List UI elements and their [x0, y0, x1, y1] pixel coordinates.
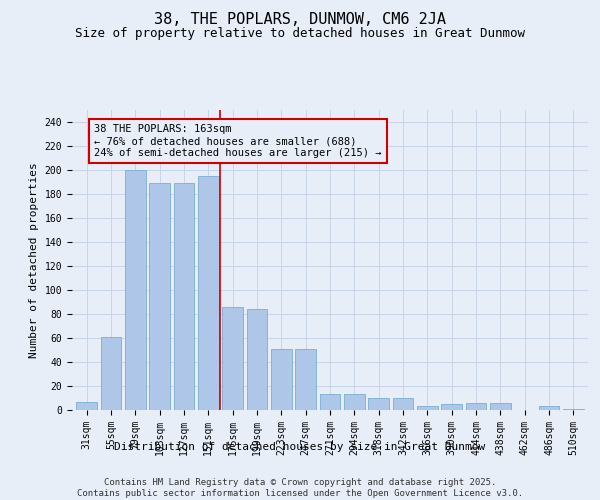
Bar — [392, 398, 413, 410]
Text: 38, THE POPLARS, DUNMOW, CM6 2JA: 38, THE POPLARS, DUNMOW, CM6 2JA — [154, 12, 446, 28]
Text: Contains HM Land Registry data © Crown copyright and database right 2025.
Contai: Contains HM Land Registry data © Crown c… — [77, 478, 523, 498]
Bar — [222, 307, 243, 410]
Bar — [125, 170, 146, 410]
Bar — [368, 398, 389, 410]
Bar — [198, 176, 218, 410]
Bar — [149, 183, 170, 410]
Text: Size of property relative to detached houses in Great Dunmow: Size of property relative to detached ho… — [75, 28, 525, 40]
Text: Distribution of detached houses by size in Great Dunmow: Distribution of detached houses by size … — [115, 442, 485, 452]
Bar — [76, 402, 97, 410]
Bar — [271, 349, 292, 410]
Bar — [466, 403, 487, 410]
Bar — [539, 406, 559, 410]
Text: 38 THE POPLARS: 163sqm
← 76% of detached houses are smaller (688)
24% of semi-de: 38 THE POPLARS: 163sqm ← 76% of detached… — [94, 124, 382, 158]
Bar — [442, 404, 462, 410]
Bar — [247, 309, 268, 410]
Bar — [563, 409, 584, 410]
Bar — [417, 406, 438, 410]
Y-axis label: Number of detached properties: Number of detached properties — [29, 162, 39, 358]
Bar — [173, 183, 194, 410]
Bar — [101, 337, 121, 410]
Bar — [490, 403, 511, 410]
Bar — [344, 394, 365, 410]
Bar — [295, 349, 316, 410]
Bar — [320, 394, 340, 410]
